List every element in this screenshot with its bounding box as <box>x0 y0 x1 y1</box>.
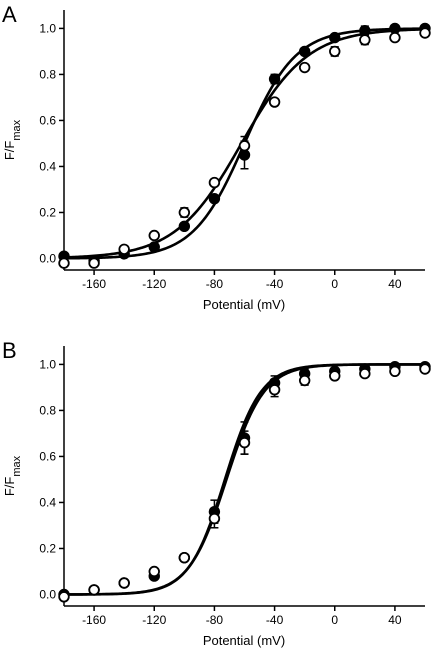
data-point-filled <box>178 220 191 232</box>
panel-label-b: B <box>2 338 17 363</box>
data-point-open <box>238 140 251 152</box>
data-point-open <box>298 61 311 74</box>
y-axis-title-main: F/F <box>2 477 17 497</box>
x-tick-label: -40 <box>266 613 284 627</box>
y-tick-label: 0.8 <box>39 67 56 81</box>
data-point-open <box>208 512 221 525</box>
x-tick-label: -80 <box>206 613 224 627</box>
data-point-open <box>389 365 401 378</box>
data-point-filled <box>148 241 160 253</box>
plot-area-b: 0.0 0.2 0.4 0.6 0.8 1.0 -160 -120 -80 -40 0 40 <box>39 346 431 627</box>
y-tick-label: 0.4 <box>39 159 56 173</box>
data-point-open <box>178 551 191 564</box>
y-tick-label: 0.0 <box>39 587 56 601</box>
data-point-open <box>419 363 431 375</box>
y-axis-title-sub: max <box>11 119 23 140</box>
y-tick-label: 1.0 <box>39 21 56 35</box>
panel-b: B F/Fmax Potential (mV) 0.0 0.2 0.4 0.6 0.8 1… <box>2 338 431 648</box>
x-tick-label: -120 <box>142 277 166 291</box>
x-tick-label: 40 <box>388 277 402 291</box>
x-axis-title-b: Potential (mV) <box>203 633 285 648</box>
data-point-open <box>329 370 341 382</box>
x-tick-label: -160 <box>82 613 106 627</box>
data-point-open <box>148 229 160 242</box>
y-axis-title-b: F/Fmax <box>2 455 23 496</box>
y-tick-label: 0.6 <box>39 113 56 127</box>
data-point-filled <box>298 45 311 58</box>
x-tick-label: -80 <box>206 277 224 291</box>
fit-curve-open-circle <box>64 363 425 596</box>
y-tick-label: 1.0 <box>39 357 56 371</box>
y-axis-title-a: F/Fmax <box>2 119 23 160</box>
data-point-open <box>419 27 431 39</box>
data-point-open <box>238 436 251 449</box>
x-tick-label: 0 <box>331 277 338 291</box>
panel-label-a: A <box>2 2 17 27</box>
data-point-open <box>359 367 371 380</box>
y-tick-label: 0.2 <box>39 205 56 219</box>
data-point-open <box>88 257 100 269</box>
data-point-open <box>88 584 100 596</box>
x-tick-label: -40 <box>266 277 284 291</box>
data-point-filled <box>208 192 221 205</box>
y-axis-title-sub: max <box>11 455 23 476</box>
x-axis-title-a: Potential (mV) <box>203 297 285 312</box>
data-point-open <box>118 577 130 589</box>
fit-curve-filled-circle <box>64 363 425 596</box>
x-tick-label: 40 <box>388 613 402 627</box>
data-point-open <box>389 31 401 44</box>
x-tick-label: 0 <box>331 613 338 627</box>
panel-a: A F/Fmax Potential (mV) 0.0 0.2 0.4 0.6 0.8 1… <box>2 2 431 312</box>
y-tick-label: 0.6 <box>39 449 56 463</box>
y-tick-label: 0.4 <box>39 495 56 509</box>
plot-area-a: 0.0 0.2 0.4 0.6 0.8 1.0 -160 -120 -80 -40 0 40 <box>39 10 431 291</box>
data-point-open <box>178 206 191 219</box>
y-tick-label: 0.2 <box>39 541 56 555</box>
y-tick-label: 0.0 <box>39 251 56 265</box>
data-point-open <box>268 384 281 396</box>
data-point-filled <box>268 73 281 85</box>
data-point-open <box>329 45 341 58</box>
data-point-open <box>148 565 160 578</box>
data-point-open <box>118 243 130 255</box>
data-point-filled <box>329 31 341 44</box>
data-point-open <box>58 591 70 603</box>
data-point-open <box>298 374 311 387</box>
data-point-open <box>208 176 221 189</box>
data-point-open <box>268 96 281 108</box>
x-tick-label: -120 <box>142 613 166 627</box>
y-axis-title-main: F/F <box>2 141 17 161</box>
data-point-open <box>359 34 371 46</box>
x-tick-label: -160 <box>82 277 106 291</box>
data-point-open <box>58 257 70 269</box>
y-tick-label: 0.8 <box>39 403 56 417</box>
